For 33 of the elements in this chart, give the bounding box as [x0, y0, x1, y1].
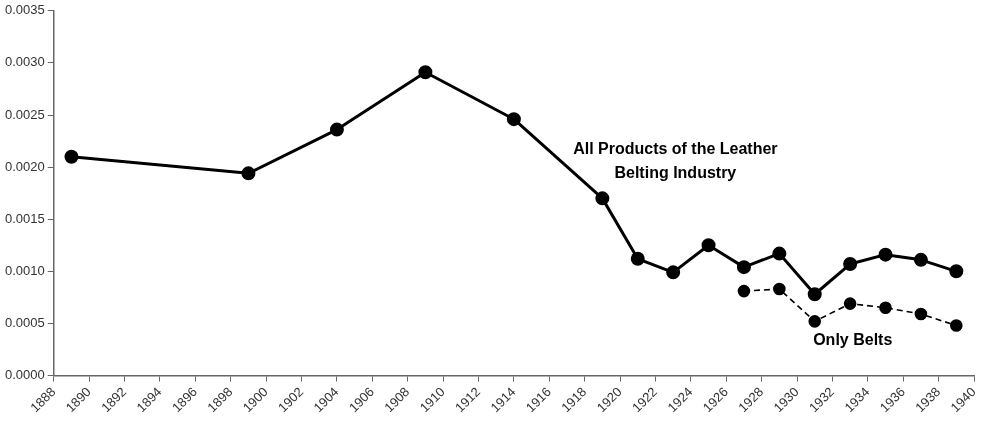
point	[329, 122, 344, 137]
y-tick-label: 0.0015	[5, 210, 45, 226]
point	[241, 166, 256, 181]
y-tick-label: 0.0025	[5, 106, 45, 122]
point	[772, 246, 787, 261]
point	[737, 284, 751, 298]
point	[506, 112, 521, 127]
point	[843, 257, 858, 272]
point	[701, 238, 716, 253]
y-tick-label: 0.0000	[5, 367, 45, 383]
point	[913, 252, 928, 267]
point	[843, 297, 857, 310]
point	[949, 264, 964, 279]
point	[418, 65, 433, 80]
y-tick-label: 0.0020	[5, 158, 45, 174]
point	[914, 307, 928, 321]
point	[950, 319, 963, 332]
point	[666, 265, 681, 280]
series-label: All Products of the Leather Belting Industry	[573, 139, 778, 181]
y-tick-label: 0.0030	[5, 54, 45, 70]
point	[630, 251, 645, 266]
point	[595, 191, 610, 206]
point	[64, 149, 79, 164]
point	[807, 287, 822, 302]
point	[736, 260, 751, 275]
point	[879, 301, 892, 315]
point	[808, 315, 822, 328]
series-label: Only Belts	[813, 330, 893, 348]
point	[773, 282, 786, 296]
y-tick-label: 0.0005	[5, 314, 45, 330]
y-tick-label: 0.0010	[5, 262, 45, 278]
y-tick-label: 0.0035	[5, 2, 45, 18]
point	[878, 247, 893, 262]
